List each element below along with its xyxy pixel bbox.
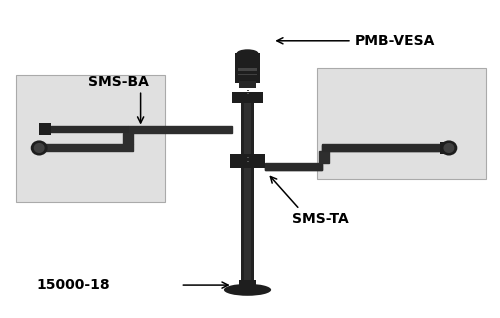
Text: SMS-TA: SMS-TA xyxy=(292,212,349,226)
Ellipse shape xyxy=(440,141,458,156)
Polygon shape xyxy=(46,126,128,132)
Bar xyxy=(241,98,254,280)
Bar xyxy=(232,92,264,103)
Bar xyxy=(440,142,452,154)
Bar xyxy=(230,154,266,168)
Polygon shape xyxy=(266,163,322,170)
Ellipse shape xyxy=(236,49,258,58)
Polygon shape xyxy=(322,145,449,151)
Ellipse shape xyxy=(30,141,48,156)
Polygon shape xyxy=(128,126,232,133)
Text: 15000-18: 15000-18 xyxy=(36,278,110,292)
Polygon shape xyxy=(266,164,322,170)
Bar xyxy=(238,68,258,71)
Polygon shape xyxy=(322,144,449,151)
Ellipse shape xyxy=(224,284,271,296)
Bar xyxy=(16,75,166,202)
Bar xyxy=(246,161,248,162)
Bar xyxy=(241,98,244,280)
Text: PMB-VESA: PMB-VESA xyxy=(354,34,435,48)
Bar xyxy=(246,90,248,91)
Bar xyxy=(238,280,256,290)
Ellipse shape xyxy=(34,143,44,153)
Bar xyxy=(238,73,258,75)
Bar xyxy=(234,53,260,83)
Bar xyxy=(246,93,248,94)
Text: SMS-BA: SMS-BA xyxy=(88,75,150,89)
Bar xyxy=(317,68,486,179)
Polygon shape xyxy=(123,133,133,144)
Ellipse shape xyxy=(444,143,454,153)
Polygon shape xyxy=(318,151,328,163)
Bar xyxy=(38,123,51,135)
Bar xyxy=(238,81,256,88)
Polygon shape xyxy=(41,144,133,151)
Bar xyxy=(246,157,248,158)
Bar xyxy=(252,98,254,280)
